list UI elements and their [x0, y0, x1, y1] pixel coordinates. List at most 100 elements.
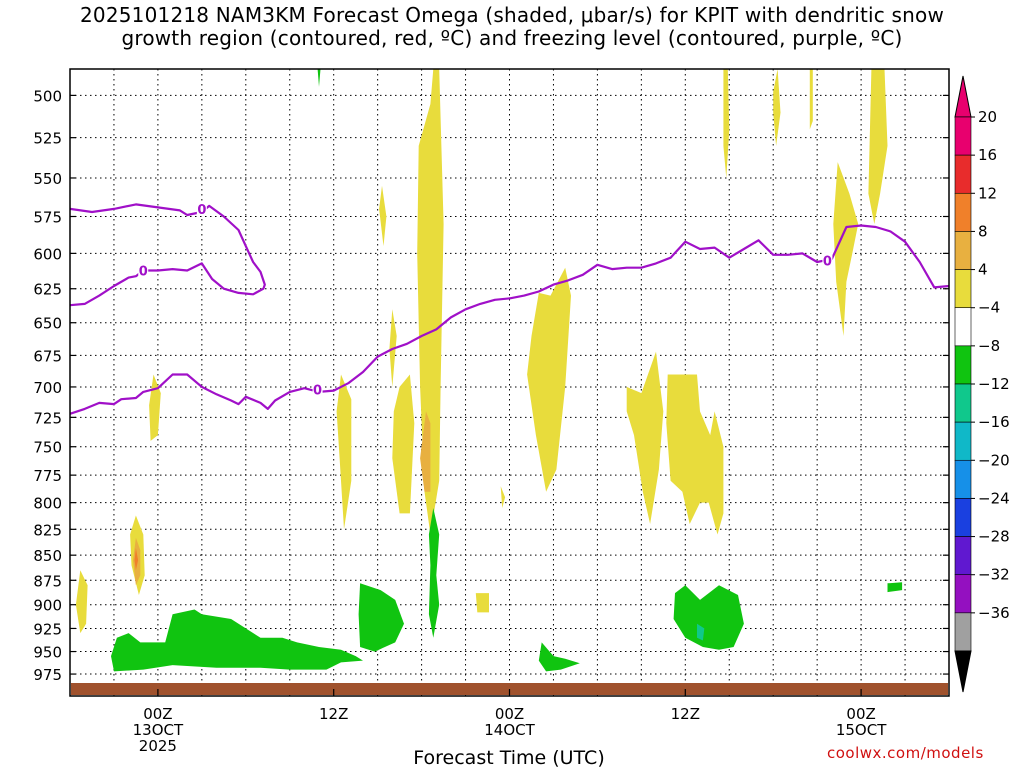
- colorbar-swatch: [954, 612, 972, 652]
- colorbar-label: 4: [978, 261, 988, 279]
- omega-region: [475, 593, 489, 613]
- omega-region: [500, 486, 506, 508]
- omega-region: [317, 69, 321, 87]
- colorbar-label: −28: [978, 528, 1010, 546]
- y-tick-label: 775: [33, 467, 62, 485]
- colorbar-swatch: [954, 192, 972, 232]
- omega-region: [428, 508, 440, 638]
- omega-region: [358, 583, 404, 652]
- x-tick-label: 15OCT: [836, 721, 887, 739]
- y-tick-label: 825: [33, 521, 62, 539]
- omega-region: [673, 585, 744, 650]
- colorbar-label: −12: [978, 375, 1010, 393]
- contour-label-bg: [196, 200, 207, 216]
- omega-region: [773, 69, 781, 146]
- colorbar-swatch: [954, 536, 972, 576]
- freezing-level-line-lower: [70, 224, 949, 415]
- colorbar-label: 8: [978, 222, 988, 240]
- y-tick-label: 675: [33, 347, 62, 365]
- colorbar-swatch: [954, 307, 972, 347]
- contour-label-bg: [822, 252, 833, 268]
- omega-region: [134, 548, 139, 571]
- omega-region: [527, 267, 571, 492]
- y-tick-label: 850: [33, 547, 62, 565]
- x-axis-label: Forecast Time (UTC): [413, 747, 604, 768]
- colorbar-swatch: [954, 154, 972, 194]
- omega-region: [379, 185, 387, 247]
- y-tick-label: 725: [33, 409, 62, 427]
- colorbar-swatch: [954, 498, 972, 537]
- freezing-level-contours: 0 0 0 0: [70, 200, 949, 415]
- freezing-level-label: 0: [823, 255, 832, 270]
- y-tick-label: 975: [33, 666, 62, 684]
- y-tick-label: 625: [33, 281, 62, 299]
- omega-region: [697, 623, 705, 641]
- colorbar-top-arrow: [954, 75, 972, 118]
- colorbar-label: −4: [978, 299, 1000, 317]
- y-tick-label: 900: [33, 597, 62, 615]
- y-tick-label: 525: [33, 130, 62, 148]
- x-tick-label: 00Z: [846, 705, 875, 723]
- colorbar-label: 16: [978, 146, 997, 164]
- y-tick-label: 600: [33, 245, 62, 263]
- colorbar-swatch: [954, 269, 972, 309]
- omega-region: [392, 374, 415, 514]
- y-tick-label: 925: [33, 620, 62, 638]
- freezing-level-line-upper: [70, 203, 266, 307]
- omega-region: [417, 69, 444, 535]
- omega-region: [420, 411, 431, 492]
- x-tick-label: 00Z: [495, 705, 524, 723]
- colorbar-label: −20: [978, 451, 1010, 469]
- omega-region: [666, 374, 724, 535]
- contour-label-bg: [138, 262, 149, 278]
- freezing-level-label: 0: [197, 203, 206, 218]
- colorbar-label: −24: [978, 489, 1010, 507]
- x-tick-label: 14OCT: [484, 721, 535, 739]
- omega-region: [833, 162, 859, 336]
- omega-region: [723, 69, 730, 178]
- omega-region: [111, 609, 363, 672]
- omega-region: [336, 374, 352, 530]
- y-tick-label: 800: [33, 495, 62, 513]
- colorbar-swatch: [954, 459, 972, 499]
- colorbar-label: −36: [978, 604, 1010, 622]
- colorbar-swatch: [954, 421, 972, 461]
- colorbar-bottom-arrow: [954, 650, 972, 693]
- x-tick-label: 13OCT: [133, 721, 184, 739]
- colorbar-swatch: [954, 345, 972, 385]
- omega-region: [809, 69, 813, 130]
- colorbar-label: −16: [978, 413, 1010, 431]
- title-line-1: 2025101218 NAM3KM Forecast Omega (shaded…: [79, 3, 945, 27]
- freezing-level-label: 0: [313, 383, 322, 398]
- colorbar-label: −32: [978, 566, 1010, 584]
- omega-region: [149, 374, 161, 441]
- y-tick-label: 575: [33, 208, 62, 226]
- y-axis: 500 525 550 575 600 625 650 675 700 725 750 775 800 8…: [33, 87, 949, 684]
- x-tick-label: 12Z: [319, 705, 348, 723]
- colorbar-swatch: [954, 383, 972, 423]
- y-tick-label: 750: [33, 439, 62, 457]
- x-tick-label: 2025: [139, 737, 177, 755]
- credit-text: coolwx.com/models: [827, 744, 984, 762]
- colorbar-label: −8: [978, 337, 1000, 355]
- omega-region: [868, 69, 888, 224]
- y-tick-label: 550: [33, 170, 62, 188]
- colorbar: 20 16 12 8 4 −4 −8 −12 −16 −20 −24 −28 −32 −36: [954, 75, 1010, 693]
- omega-region: [887, 582, 903, 593]
- x-tick-label: 12Z: [671, 705, 700, 723]
- omega-region: [626, 351, 664, 524]
- colorbar-label: 20: [978, 108, 997, 126]
- colorbar-label: 12: [978, 184, 997, 202]
- title-line-2: growth region (contoured, red, ºC) and f…: [121, 26, 903, 50]
- y-tick-label: 875: [33, 572, 62, 590]
- freezing-level-label: 0: [139, 265, 148, 280]
- colorbar-swatch: [954, 116, 972, 156]
- y-tick-label: 650: [33, 315, 62, 333]
- plot-background: [70, 69, 949, 696]
- colorbar-swatch: [954, 231, 972, 270]
- x-tick-label: 00Z: [143, 705, 172, 723]
- y-tick-label: 950: [33, 644, 62, 662]
- omega-region: [75, 570, 88, 634]
- y-tick-label: 500: [33, 87, 62, 105]
